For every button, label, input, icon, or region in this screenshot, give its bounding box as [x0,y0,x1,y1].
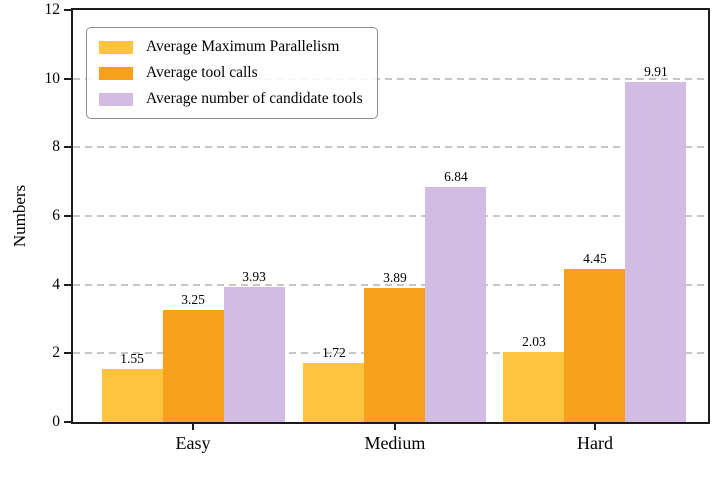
bar-value-label: 9.91 [644,63,668,79]
legend-item-1: Average Maximum Parallelism [99,37,363,57]
x-tick-label-medium: Medium [364,433,426,453]
legend-item-label: Average number of candidate tools [146,90,363,107]
y-tick-label-4: 4 [52,275,60,293]
bar-value-label: 3.89 [383,270,407,286]
gridline-y4 [73,283,708,286]
bar-value-label: 4.45 [583,251,607,267]
bar-medium-series3 [425,187,487,422]
bar-easy-series2 [162,310,224,422]
legend-swatch-icon [99,40,133,54]
x-tick-mark-medium [393,424,396,430]
bar-value-label: 1.72 [322,344,346,360]
gridline-y8 [73,146,708,149]
y-tick-label-10: 10 [44,69,61,87]
bar-easy-series1 [101,368,163,422]
bar-easy-series3 [223,287,285,422]
legend-item-2: Average tool calls [99,63,363,83]
bar-hard-series2 [564,269,626,422]
bar-medium-series1 [303,362,365,422]
y-tick-mark-6 [64,215,71,217]
bar-value-label: 2.03 [522,334,546,350]
bar-hard-series3 [625,81,687,422]
bar-medium-series2 [364,288,426,422]
plot-area: Average Maximum Parallelism Average tool … [71,8,710,424]
y-tick-mark-2 [64,352,71,355]
y-tick-label-12: 12 [44,1,61,18]
gridline-y6 [73,215,708,217]
bar-value-label: 6.84 [444,169,468,185]
y-tick-label-0: 0 [52,413,60,430]
x-tick-label-hard: Hard [576,433,613,453]
gridline-y10 [73,77,708,80]
x-tick-mark-hard [593,424,596,430]
y-tick-mark-10 [64,77,71,80]
legend-item-label: Average Maximum Parallelism [146,38,340,55]
y-tick-mark-12 [64,9,71,11]
legend-item-3: Average number of candidate tools [99,89,363,109]
y-tick-label-2: 2 [52,344,60,362]
bar-value-label: 1.55 [120,350,144,366]
legend: Average Maximum Parallelism Average tool … [86,27,378,119]
x-tick-label-easy: Easy [175,433,211,453]
legend-swatch-icon [99,92,133,106]
legend-item-label: Average tool calls [146,64,258,81]
y-tick-label-6: 6 [52,207,60,224]
x-tick-mark-easy [192,424,194,430]
bar-value-label: 3.93 [242,269,266,285]
bar-hard-series1 [503,352,565,422]
bar-value-label: 3.25 [181,292,205,308]
y-tick-mark-0 [64,421,71,423]
y-tick-mark-8 [64,146,71,149]
y-tick-mark-4 [64,283,71,286]
y-tick-label-8: 8 [52,138,60,156]
legend-swatch-icon [99,66,133,80]
